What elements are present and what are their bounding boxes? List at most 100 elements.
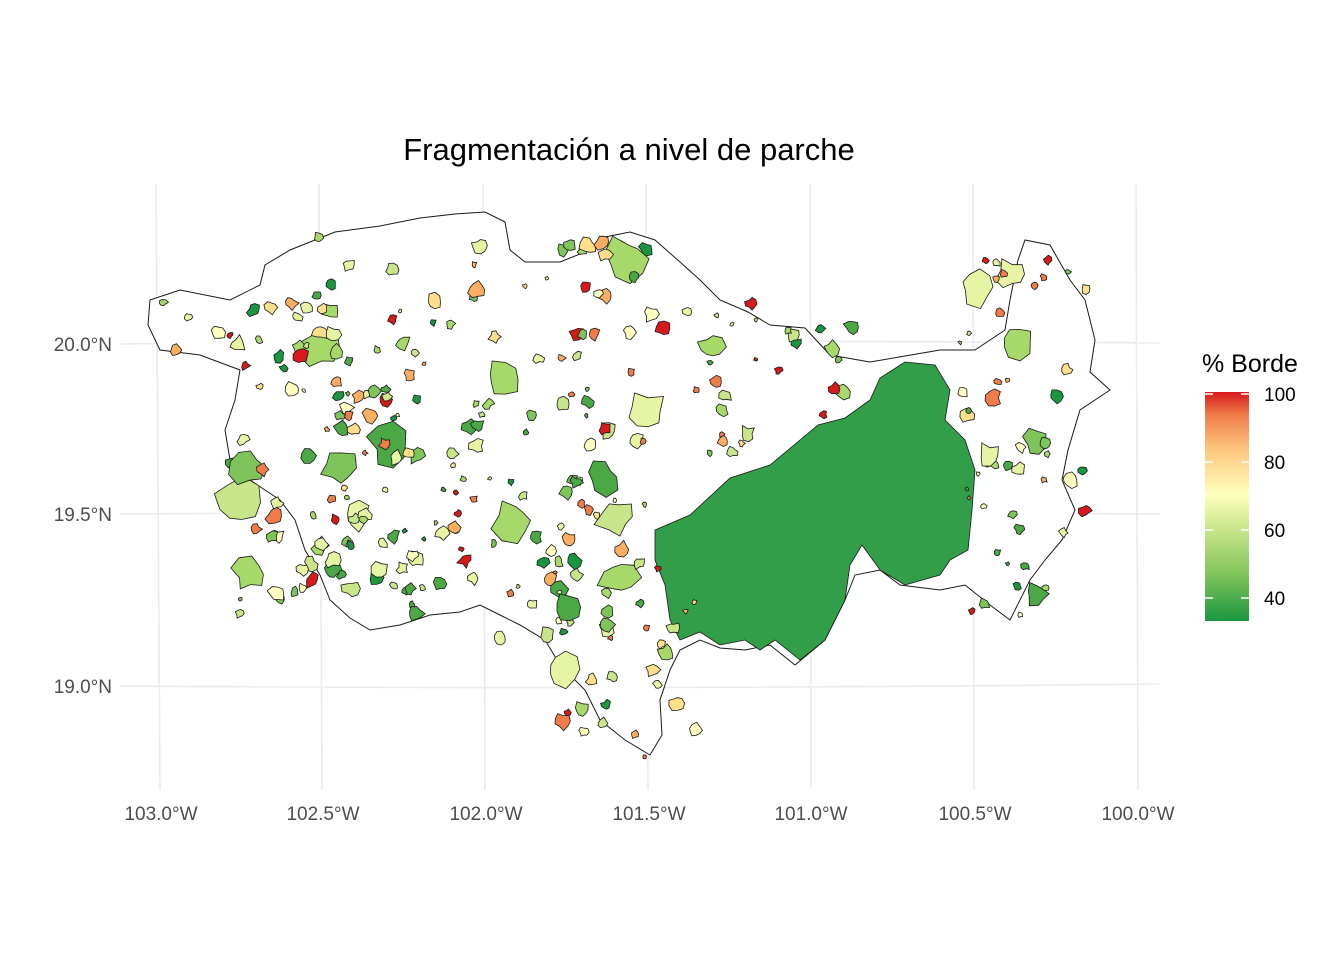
patch [706, 360, 714, 366]
patch [487, 330, 502, 344]
patch [994, 258, 1025, 289]
patch [409, 605, 426, 622]
patch [346, 422, 361, 435]
y-tick-label: 19.0°N [54, 677, 112, 698]
patch-layer [158, 232, 1093, 760]
patch [370, 560, 388, 578]
patch [250, 523, 264, 535]
patch [481, 397, 496, 410]
patch [466, 571, 479, 587]
patch [593, 235, 610, 251]
legend-colorbar [1205, 392, 1249, 621]
patch [549, 650, 581, 690]
color-legend: % Borde 100 80 60 40 [1202, 350, 1298, 621]
patch [558, 485, 573, 501]
patch [554, 555, 564, 568]
patch [1064, 269, 1073, 275]
patch [295, 564, 309, 577]
x-tick-label: 102.5°W [286, 804, 359, 825]
patch [562, 239, 576, 251]
region-outline [147, 211, 1111, 756]
patch [397, 308, 403, 314]
legend-label: 60 [1264, 521, 1285, 542]
patch [567, 552, 583, 571]
patch [395, 336, 411, 352]
patch [477, 410, 486, 419]
patch [629, 432, 644, 450]
patch [681, 307, 693, 316]
patch [715, 403, 729, 418]
patch [452, 489, 460, 496]
x-axis: 103.0°W 102.5°W 102.0°W 101.5°W 101.0°W … [124, 804, 1174, 825]
patch [540, 626, 554, 644]
patch [255, 382, 264, 390]
patch [1078, 504, 1093, 518]
patch [556, 590, 562, 595]
patch [563, 708, 572, 717]
patch [784, 326, 792, 335]
patch [1081, 284, 1091, 295]
patch [993, 548, 1002, 557]
patch [1027, 581, 1050, 607]
patch [556, 593, 582, 622]
patch [599, 617, 617, 633]
patch [429, 319, 437, 328]
patch [966, 330, 973, 336]
patch [470, 239, 488, 255]
x-tick-label: 103.0°W [124, 804, 197, 825]
patch [300, 448, 317, 464]
patch [643, 624, 651, 632]
x-tick-label: 102.0°W [449, 804, 522, 825]
patch [487, 476, 492, 481]
patch [298, 582, 308, 593]
patch [230, 555, 264, 590]
patch [433, 520, 439, 526]
patch [597, 716, 609, 729]
patch [559, 627, 569, 636]
patch [229, 333, 246, 351]
patch [234, 608, 245, 619]
patch [290, 585, 299, 597]
patch [665, 622, 681, 634]
patch [241, 360, 252, 371]
patch [584, 386, 590, 392]
patch [1062, 471, 1078, 490]
patch [696, 335, 727, 357]
patch [236, 434, 251, 446]
patch [428, 291, 441, 310]
patch [709, 374, 722, 388]
patch [584, 412, 589, 419]
x-tick-label: 101.0°W [774, 804, 847, 825]
y-tick-label: 19.5°N [54, 505, 112, 526]
patch [183, 313, 194, 322]
patch [966, 495, 972, 501]
patch [1043, 254, 1053, 266]
patch [515, 583, 521, 589]
patch [570, 567, 585, 582]
patch [471, 260, 478, 269]
patch [716, 435, 728, 448]
patch [601, 587, 612, 600]
patch [682, 608, 689, 615]
patch [652, 679, 663, 689]
patch [324, 551, 342, 569]
patch [344, 390, 351, 397]
patch [469, 420, 485, 432]
patch [409, 600, 416, 609]
patch [1012, 581, 1022, 591]
patch [526, 409, 537, 422]
patch [467, 437, 484, 453]
patch [311, 291, 322, 300]
patch [600, 604, 614, 619]
patch [491, 539, 497, 548]
patch [255, 462, 270, 478]
patch [606, 671, 618, 683]
patch [421, 361, 427, 366]
patch [446, 319, 457, 330]
patch [627, 367, 635, 377]
patch [273, 348, 285, 364]
patch [818, 410, 828, 420]
patch [490, 500, 531, 545]
patch [1004, 561, 1010, 567]
